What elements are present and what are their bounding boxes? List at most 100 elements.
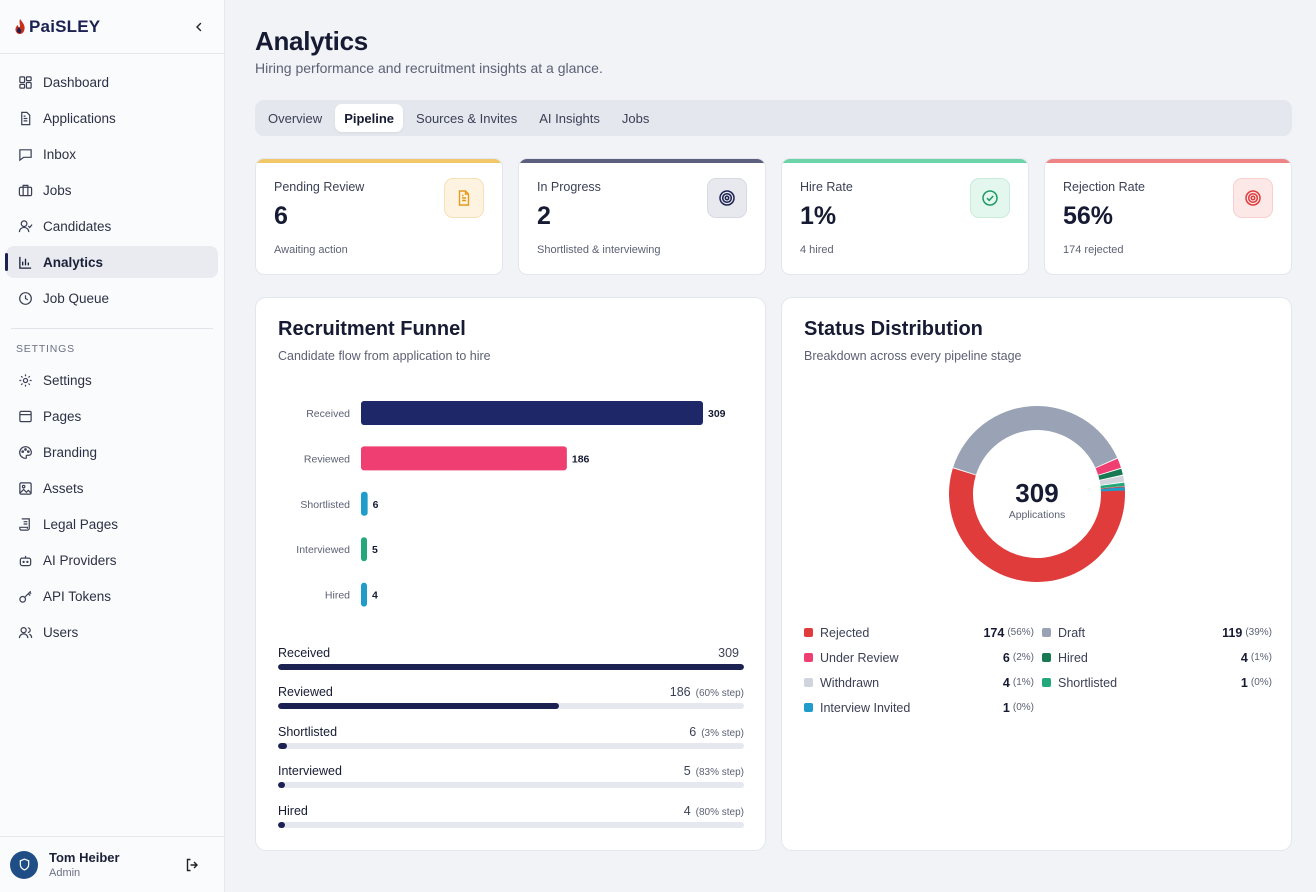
sidebar-item-legal-pages[interactable]: Legal Pages [6, 508, 218, 540]
progress-step: (60% step) [695, 688, 744, 699]
stat-value: 1% [800, 202, 837, 230]
legend-name: Hired [1058, 650, 1088, 665]
briefcase-icon [18, 184, 33, 196]
sidebar-item-applications[interactable]: Applications [6, 102, 218, 134]
panel-title: Recruitment Funnel [278, 318, 466, 340]
sidebar-item-users[interactable]: Users [6, 616, 218, 648]
stat-icon-box [1233, 178, 1273, 218]
status-distribution-panel: Status Distribution Breakdown across eve… [781, 297, 1292, 851]
progress-value: 5 [683, 764, 691, 778]
tab-sources-invites[interactable]: Sources & Invites [416, 110, 518, 126]
progress-label: Hired [278, 804, 308, 818]
sidebar-item-dashboard[interactable]: Dashboard [6, 66, 218, 98]
donut-slice[interactable] [949, 468, 1125, 582]
target-icon [1245, 190, 1261, 206]
legend-swatch [1042, 628, 1051, 637]
progress-value: 186 [669, 685, 691, 699]
tab-pipeline[interactable]: Pipeline [335, 104, 404, 132]
sidebar-item-inbox[interactable]: Inbox [6, 138, 218, 170]
tab-overview[interactable]: Overview [268, 110, 323, 126]
progress-label: Interviewed [278, 764, 342, 778]
panel-title: Status Distribution [804, 318, 983, 340]
legend-name: Shortlisted [1058, 675, 1118, 690]
sidebar-item-jobs[interactable]: Jobs [6, 174, 218, 206]
stat-label: Pending Review [274, 180, 365, 194]
legend-swatch [1042, 653, 1051, 662]
target-icon [719, 190, 735, 206]
donut-slice[interactable] [1100, 482, 1125, 489]
progress-fill [278, 782, 286, 788]
stat-value: 2 [537, 202, 551, 230]
stat-accent-bar [782, 159, 1028, 163]
progress-step: (80% step) [695, 807, 744, 818]
sidebar-item-branding[interactable]: Branding [6, 436, 218, 468]
donut-slice[interactable] [1100, 487, 1125, 492]
legend-pct: (2%) [1012, 652, 1034, 663]
chevron-left-icon [196, 22, 202, 31]
donut-slice[interactable] [1099, 475, 1125, 486]
sidebar-item-label: Assets [43, 480, 84, 496]
progress-fill [278, 822, 285, 828]
legend-swatch [1042, 678, 1051, 687]
legend-item-shortlisted: Shortlisted 1 (0%) [1042, 675, 1272, 690]
funnel-category-label: Shortlisted [300, 499, 350, 511]
legend-swatch [804, 628, 813, 637]
dashboard-icon [19, 75, 32, 89]
sidebar-item-ai-providers[interactable]: AI Providers [6, 544, 218, 576]
legend-item-hired: Hired 4 (1%) [1042, 650, 1272, 665]
funnel-bar[interactable] [361, 446, 567, 471]
sidebar-item-candidates[interactable]: Candidates [6, 210, 218, 242]
stat-label: In Progress [537, 180, 601, 194]
funnel-bar[interactable] [361, 401, 703, 425]
page-icon [19, 410, 32, 422]
progress-fill [278, 664, 744, 670]
funnel-bar[interactable] [361, 582, 367, 607]
legend-name: Withdrawn [820, 675, 880, 690]
document-icon [458, 190, 470, 206]
progress-value: 4 [683, 804, 691, 818]
collapse-sidebar-button[interactable] [188, 16, 210, 38]
brand-logo[interactable]: PaiSLEY [14, 17, 100, 37]
page-title: Analytics [255, 26, 368, 56]
funnel-progress-received: Received 309 [278, 644, 744, 670]
stat-value: 6 [274, 202, 288, 230]
funnel-bar[interactable] [361, 491, 368, 516]
progress-label: Received [278, 646, 331, 660]
gear-icon [19, 373, 32, 387]
brand-header: PaiSLEY [0, 0, 224, 54]
legend-pct: (56%) [1007, 627, 1034, 638]
legend-name: Under Review [820, 650, 899, 665]
scroll-icon [19, 517, 30, 531]
avatar[interactable] [10, 850, 38, 879]
sidebar-item-settings[interactable]: Settings [6, 364, 218, 396]
tab-ai-insights[interactable]: AI Insights [539, 110, 600, 126]
legend-count: 6 [1002, 650, 1010, 665]
stat-icon-box [444, 178, 484, 218]
funnel-bar[interactable] [361, 537, 367, 562]
sidebar-item-analytics[interactable]: Analytics [5, 246, 218, 278]
sidebar-item-assets[interactable]: Assets [6, 472, 218, 504]
legend-item-rejected: Rejected 174 (56%) [804, 625, 1034, 640]
sidebar-item-pages[interactable]: Pages [6, 400, 218, 432]
funnel-category-label: Reviewed [304, 453, 350, 465]
donut-slice[interactable] [1095, 458, 1121, 475]
progress-fill [278, 703, 559, 709]
stat-accent-bar [519, 159, 765, 163]
logout-button[interactable] [182, 855, 202, 875]
progress-track [278, 782, 744, 788]
stat-card-in-progress: In Progress 2 Shortlisted & interviewing [518, 158, 766, 275]
donut-slice[interactable] [1098, 468, 1123, 480]
stat-label: Hire Rate [800, 180, 853, 194]
funnel-chart: Received 309 Reviewed 186 Shortlisted 6 Interv… [296, 401, 726, 607]
stat-subtext: Awaiting action [274, 244, 348, 256]
user-profile: Tom Heiber Admin [0, 836, 224, 892]
donut-slice[interactable] [953, 406, 1118, 475]
legend-count: 4 [1240, 650, 1248, 665]
main-nav: Dashboard Applications Inbox Jobs Candid… [0, 54, 224, 648]
sidebar-item-label: Job Queue [43, 290, 110, 306]
sidebar-item-job-queue[interactable]: Job Queue [6, 282, 218, 314]
stat-icon-box [707, 178, 747, 218]
sidebar-item-api-tokens[interactable]: API Tokens [6, 580, 218, 612]
tab-jobs[interactable]: Jobs [621, 110, 650, 126]
legend-pct: (0%) [1250, 677, 1272, 688]
